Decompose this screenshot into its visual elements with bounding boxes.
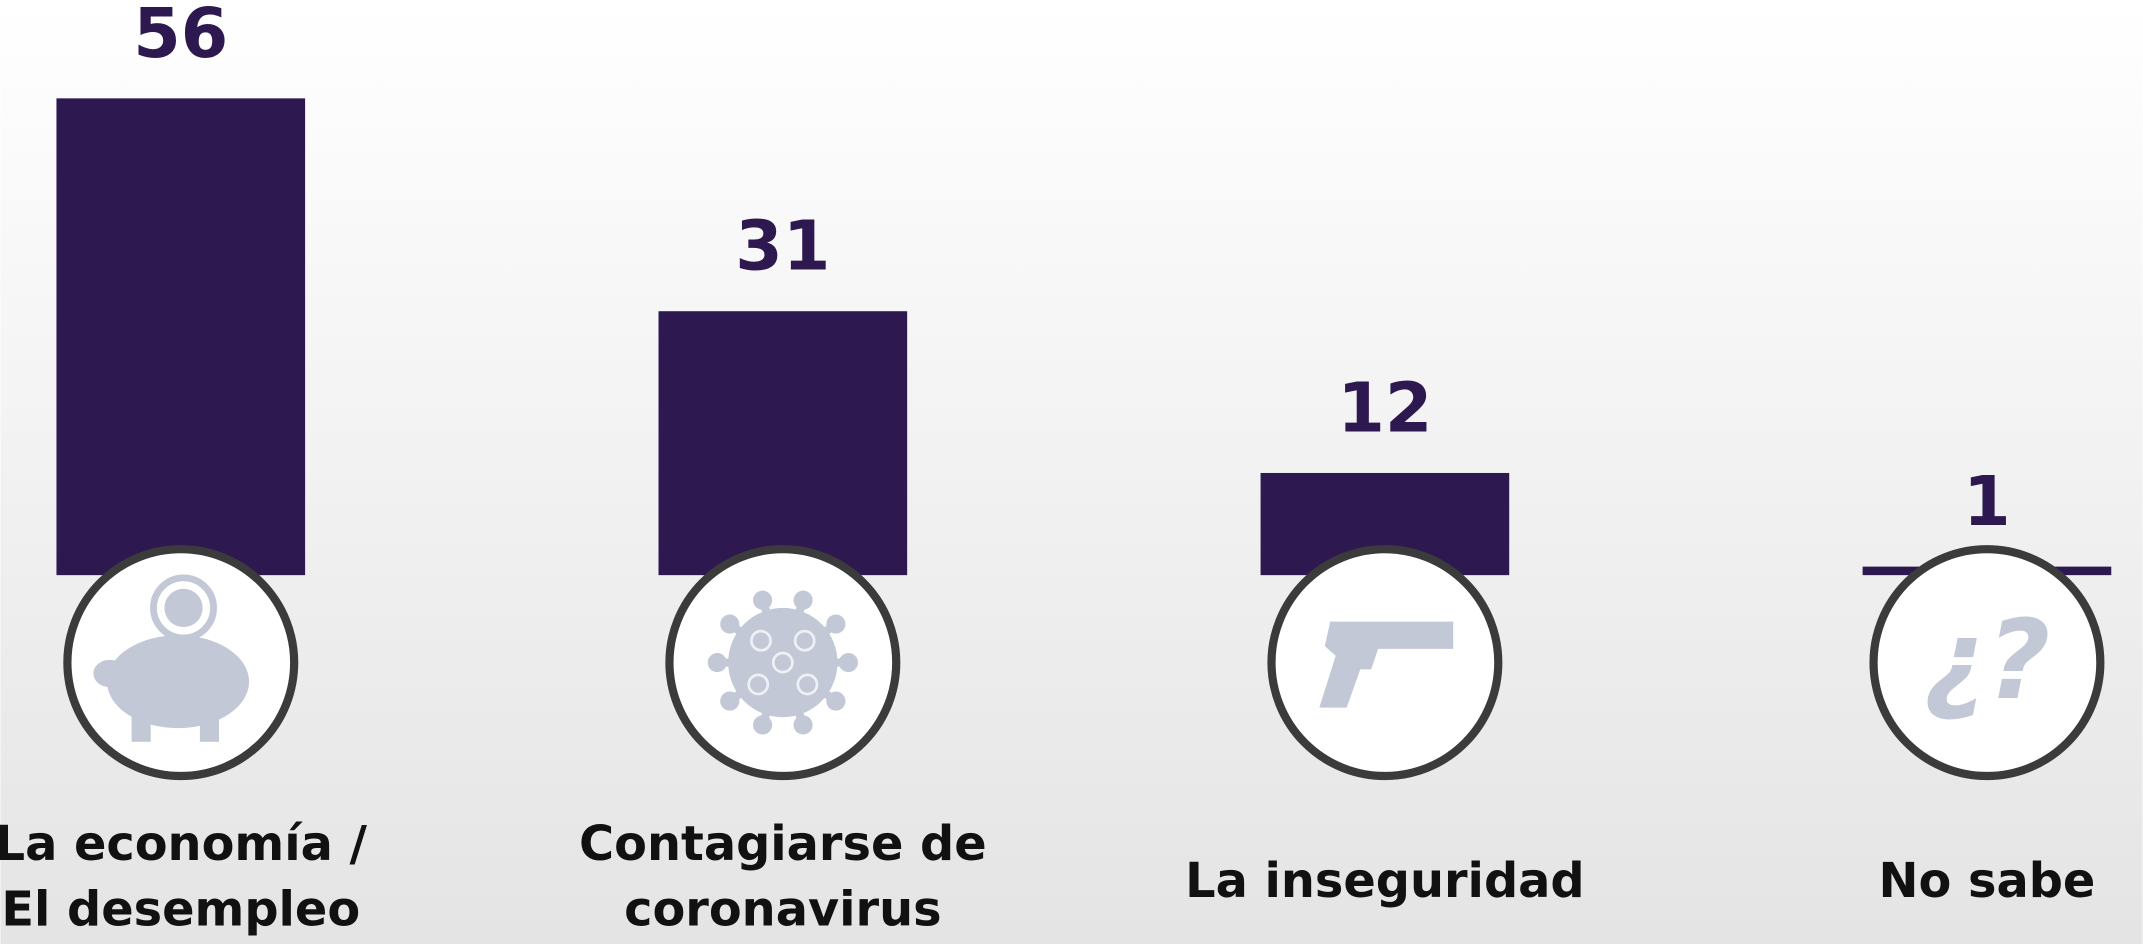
- value-label: 56: [133, 0, 228, 74]
- x-tick-label: No sabe: [1879, 854, 2096, 909]
- icon-shape: [720, 691, 740, 711]
- icon-shape: [793, 590, 813, 610]
- icon-shape: [796, 673, 819, 696]
- icon-shape: [707, 653, 727, 673]
- bar: [56, 98, 306, 576]
- icon-shape: [720, 614, 740, 634]
- icon-shape: [771, 651, 794, 674]
- icon-shape: [753, 590, 773, 610]
- icon-shape: [826, 614, 846, 634]
- icon: [93, 574, 250, 742]
- icon: ¿?: [1924, 597, 2051, 724]
- x-tick-label: Contagiarse de: [579, 817, 987, 872]
- icon-shape: [199, 711, 220, 742]
- icon-text: ¿?: [1924, 597, 2051, 724]
- icon-shape: [793, 715, 813, 735]
- icon-shape: [107, 635, 250, 729]
- value-label: 12: [1337, 369, 1432, 448]
- value-label: 1: [1963, 463, 2011, 542]
- bar: [658, 311, 908, 576]
- icon-shape: [793, 629, 816, 652]
- icon-shape: [753, 715, 773, 735]
- x-tick-label: El desempleo: [1, 883, 360, 938]
- icon-shape: [750, 629, 772, 652]
- icon-shape: [150, 574, 217, 642]
- icon-shape: [131, 711, 151, 742]
- icon-shape: [838, 653, 858, 673]
- icon-circle: [1267, 545, 1503, 781]
- x-tick-label: La inseguridad: [1185, 854, 1585, 909]
- icon-shape: [93, 659, 127, 688]
- x-tick-label: coronavirus: [624, 883, 941, 938]
- icon-shape: [747, 673, 770, 696]
- icon: [707, 590, 858, 735]
- icon-shape: [1319, 621, 1454, 708]
- x-tick-label: La economía /: [0, 817, 367, 872]
- icon-shape: [728, 607, 838, 718]
- icon-circle: [1869, 545, 2105, 781]
- icon: [1319, 621, 1454, 708]
- value-label: 31: [735, 208, 830, 287]
- icon-shape: [164, 588, 203, 628]
- icon-shape: [826, 691, 846, 711]
